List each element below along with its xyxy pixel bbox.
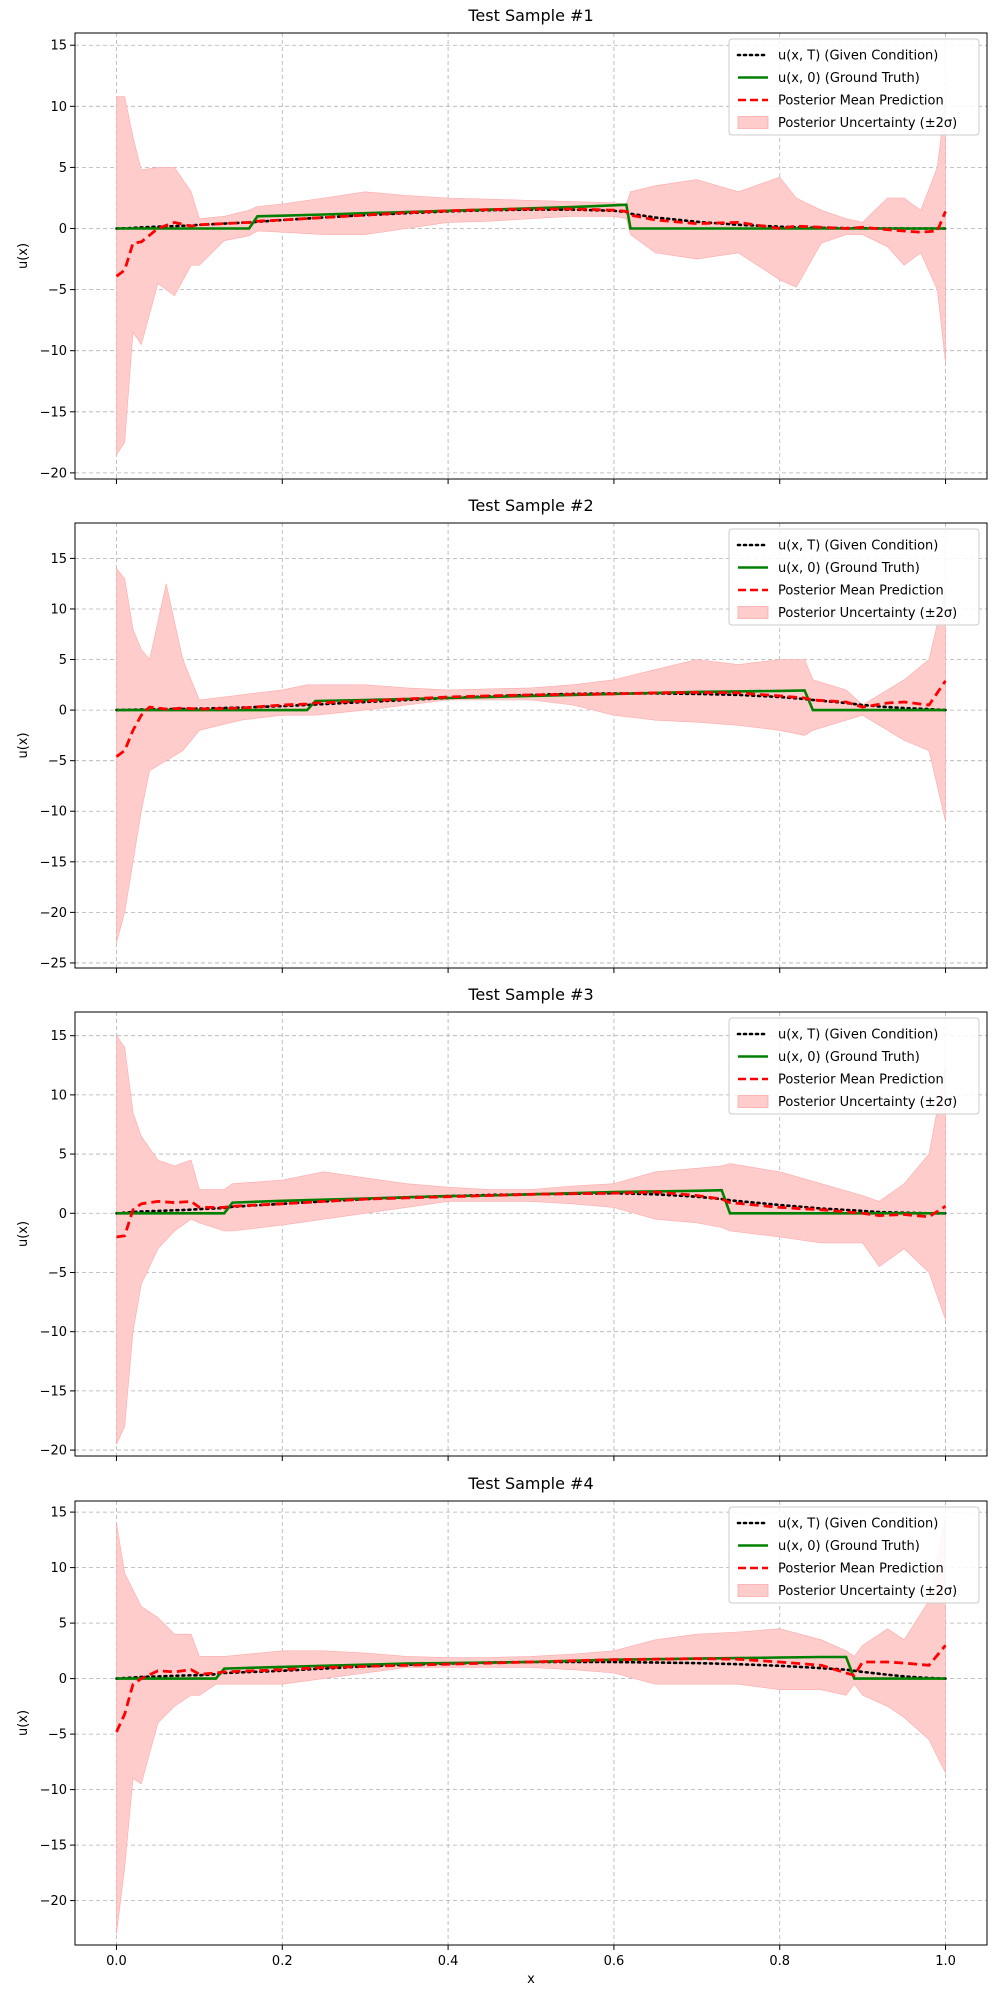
x-tick-label: 1.0: [935, 1954, 956, 1969]
legend-swatch-band: [737, 1095, 769, 1108]
y-tick-label: 0: [59, 222, 67, 237]
legend: u(x, T) (Given Condition) u(x, 0) (Ground…: [728, 528, 980, 626]
axes-frame: [74, 32, 988, 480]
y-axis-label: u(x): [16, 732, 31, 758]
legend-label-band: Posterior Uncertainty (±2σ): [778, 1095, 957, 1110]
x-tick-label: 0.0: [106, 1954, 127, 1969]
y-tick-label: 10: [50, 1561, 67, 1576]
legend-label-given: u(x, T) (Given Condition): [778, 1028, 938, 1043]
legend-box: [728, 1506, 980, 1604]
uncertainty-band: [116, 1034, 946, 1445]
y-tick-label: −10: [40, 344, 67, 359]
chart-title: Test Sample #4: [467, 1474, 593, 1493]
legend-swatch-band: [737, 606, 769, 619]
plot-area: [115, 1034, 947, 1445]
legend-label-band: Posterior Uncertainty (±2σ): [778, 1584, 957, 1599]
uncertainty-band: [116, 96, 946, 456]
y-tick-label: −5: [48, 1266, 67, 1281]
y-tick-label: −15: [40, 405, 67, 420]
y-tick-label: 10: [50, 100, 67, 115]
y-tick-label: −5: [48, 283, 67, 298]
series-posterior-mean: [116, 1190, 947, 1239]
y-tick-label: 15: [50, 1029, 67, 1044]
y-tick-label: 5: [59, 161, 67, 176]
y-tick-label: −10: [40, 1783, 67, 1798]
y-tick-label: 5: [59, 1148, 67, 1163]
legend-label-mean: Posterior Mean Prediction: [778, 1562, 944, 1577]
legend-label-truth: u(x, 0) (Ground Truth): [778, 1050, 920, 1065]
legend-label-truth: u(x, 0) (Ground Truth): [778, 71, 920, 86]
chart-title: Test Sample #2: [467, 496, 593, 515]
legend-label-truth: u(x, 0) (Ground Truth): [778, 1539, 920, 1554]
legend-box: [728, 1017, 980, 1115]
y-tick-label: −20: [40, 1444, 67, 1459]
legend-label-mean: Posterior Mean Prediction: [778, 584, 944, 599]
legend-box: [728, 38, 980, 136]
legend-label-given: u(x, T) (Given Condition): [778, 1517, 938, 1532]
legend-label-truth: u(x, 0) (Ground Truth): [778, 561, 920, 576]
axes-frame: [74, 1011, 988, 1457]
y-tick-label: −15: [40, 855, 67, 870]
y-tick-label: 0: [59, 704, 67, 719]
plot-area: [115, 567, 947, 943]
y-tick-label: 5: [59, 1617, 67, 1632]
legend-label-given: u(x, T) (Given Condition): [778, 49, 938, 64]
chart-title: Test Sample #1: [467, 6, 593, 25]
legend-swatch-band: [737, 1584, 769, 1597]
legend-label-given: u(x, T) (Given Condition): [778, 539, 938, 554]
y-axis-label: u(x): [16, 243, 31, 269]
y-tick-label: 15: [50, 39, 67, 54]
y-tick-label: 0: [59, 1207, 67, 1222]
x-tick-label: 0.6: [604, 1954, 625, 1969]
axes-frame: [74, 1500, 988, 1946]
uncertainty-band: [116, 1517, 946, 1934]
y-tick-label: −5: [48, 754, 67, 769]
y-tick-label: 15: [50, 552, 67, 567]
y-tick-label: 15: [50, 1506, 67, 1521]
legend-label-band: Posterior Uncertainty (±2σ): [778, 116, 957, 131]
y-tick-label: −15: [40, 1839, 67, 1854]
legend-label-mean: Posterior Mean Prediction: [778, 94, 944, 109]
series-ground-truth: [116, 203, 946, 230]
subplot-4: Test Sample #4 0.0 0.2 0.4 0.6 0.8 1.0 −20 −15 −1…: [16, 1474, 988, 1987]
uncertainty-band: [116, 567, 946, 943]
series-posterior-mean: [115, 680, 947, 758]
legend-box: [728, 528, 980, 626]
y-tick-label: −20: [40, 466, 67, 481]
chart-title: Test Sample #3: [467, 985, 593, 1004]
y-tick-label: −20: [40, 1894, 67, 1909]
x-axis-label: x: [527, 1972, 535, 1987]
legend-swatch-band: [737, 116, 769, 129]
legend-label-mean: Posterior Mean Prediction: [778, 1073, 944, 1088]
x-tick-label: 0.4: [438, 1954, 459, 1969]
y-axis-label: u(x): [16, 1710, 31, 1736]
y-tick-label: −5: [48, 1728, 67, 1743]
subplot-3: Test Sample #3 −20 −15 −10 −5 0 5 10 15 u(x) u(x, …: [16, 985, 988, 1461]
series-posterior-mean: [115, 1644, 947, 1733]
y-tick-label: −15: [40, 1384, 67, 1399]
y-tick-label: 10: [50, 602, 67, 617]
legend: u(x, T) (Given Condition) u(x, 0) (Ground…: [728, 38, 980, 136]
subplot-1: Test Sample #1 −20 −15 −10 −5 0 5 10 15 u(x) u(x, …: [16, 6, 988, 484]
plot-area: [115, 1517, 947, 1934]
y-tick-label: −10: [40, 1325, 67, 1340]
y-axis-label: u(x): [16, 1221, 31, 1247]
legend-label-band: Posterior Uncertainty (±2σ): [778, 606, 957, 621]
x-tick-label: 0.2: [272, 1954, 293, 1969]
x-tick-label: 0.8: [769, 1954, 790, 1969]
y-tick-label: 0: [59, 1672, 67, 1687]
series-ground-truth: [116, 1188, 946, 1215]
plot-area: [115, 96, 947, 456]
legend: u(x, T) (Given Condition) u(x, 0) (Ground…: [728, 1506, 980, 1604]
y-tick-label: −10: [40, 805, 67, 820]
y-tick-label: 10: [50, 1088, 67, 1103]
legend: u(x, T) (Given Condition) u(x, 0) (Ground…: [728, 1017, 980, 1115]
y-tick-label: −25: [40, 956, 67, 971]
axes-frame: [74, 522, 988, 969]
y-tick-label: −20: [40, 906, 67, 921]
subplot-2: Test Sample #2 −25 −20 −15 −10 −5 0 5 10 15 u(x) u(…: [16, 496, 988, 973]
y-tick-label: 5: [59, 653, 67, 668]
